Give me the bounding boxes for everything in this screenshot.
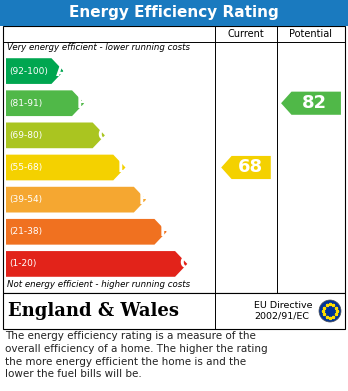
Polygon shape xyxy=(281,91,341,115)
Text: (1-20): (1-20) xyxy=(9,260,37,269)
Text: (69-80): (69-80) xyxy=(9,131,42,140)
Polygon shape xyxy=(6,58,64,84)
Bar xyxy=(0,0,348,26)
Polygon shape xyxy=(6,219,167,245)
Text: E: E xyxy=(139,192,149,207)
Text: G: G xyxy=(179,256,192,271)
Polygon shape xyxy=(6,187,146,212)
Polygon shape xyxy=(6,251,187,277)
Text: Potential: Potential xyxy=(290,29,332,39)
Text: Not energy efficient - higher running costs: Not energy efficient - higher running co… xyxy=(7,280,190,289)
Text: Very energy efficient - lower running costs: Very energy efficient - lower running co… xyxy=(7,43,190,52)
Circle shape xyxy=(319,300,341,322)
Text: B: B xyxy=(77,96,88,111)
Text: Energy Efficiency Rating: Energy Efficiency Rating xyxy=(69,5,279,20)
Text: (21-38): (21-38) xyxy=(9,227,42,236)
Text: The energy efficiency rating is a measure of the
overall efficiency of a home. T: The energy efficiency rating is a measur… xyxy=(5,331,268,379)
Text: D: D xyxy=(117,160,130,175)
Text: (92-100): (92-100) xyxy=(9,66,48,75)
Text: 82: 82 xyxy=(301,94,326,112)
Polygon shape xyxy=(6,155,126,180)
Polygon shape xyxy=(6,122,105,148)
Text: EU Directive
2002/91/EC: EU Directive 2002/91/EC xyxy=(254,301,313,321)
Polygon shape xyxy=(6,90,84,116)
Text: C: C xyxy=(97,128,109,143)
Bar xyxy=(3,26,345,293)
Text: (55-68): (55-68) xyxy=(9,163,42,172)
Text: (81-91): (81-91) xyxy=(9,99,42,108)
Polygon shape xyxy=(221,156,271,179)
Text: F: F xyxy=(160,224,170,239)
Text: Current: Current xyxy=(228,29,264,39)
Text: 68: 68 xyxy=(237,158,262,176)
Text: (39-54): (39-54) xyxy=(9,195,42,204)
Text: A: A xyxy=(56,64,68,79)
Bar xyxy=(3,293,345,329)
Text: England & Wales: England & Wales xyxy=(8,302,179,320)
